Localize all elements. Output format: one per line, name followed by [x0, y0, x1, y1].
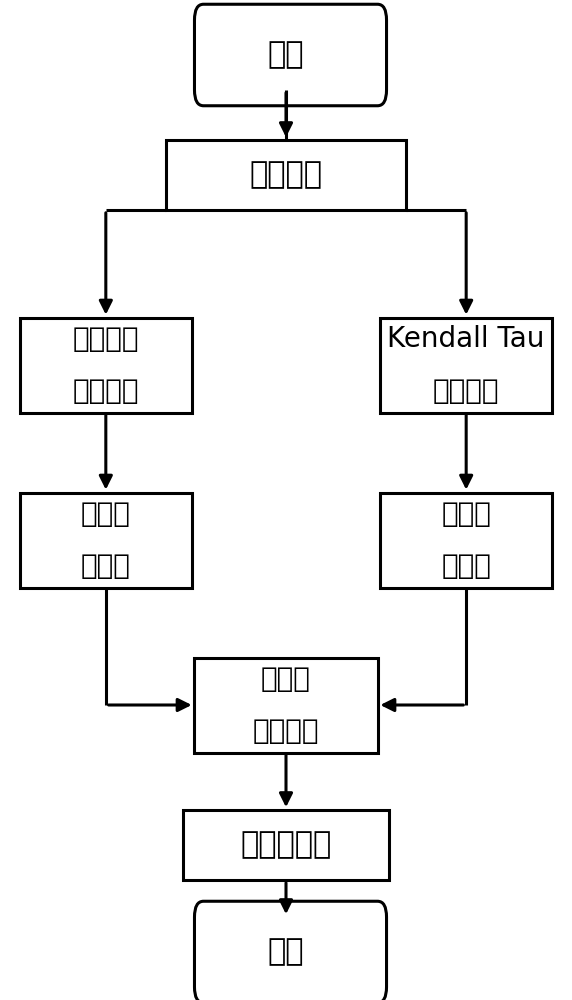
Bar — [20, 492, 192, 587]
Bar — [380, 318, 552, 412]
Bar — [183, 810, 389, 880]
Text: 相似性: 相似性 — [441, 552, 491, 580]
Text: 相似性: 相似性 — [261, 665, 311, 693]
Text: 距离度量: 距离度量 — [433, 377, 499, 405]
FancyBboxPatch shape — [194, 4, 387, 106]
Text: 矩阵融合: 矩阵融合 — [253, 717, 319, 745]
Bar — [166, 140, 406, 210]
Text: 一对一: 一对一 — [81, 500, 131, 528]
Bar — [194, 658, 378, 752]
Text: 欧几里得: 欧几里得 — [73, 325, 139, 353]
Text: 距离度量: 距离度量 — [73, 377, 139, 405]
Text: 一对多: 一对多 — [441, 500, 491, 528]
Text: 相似性: 相似性 — [81, 552, 131, 580]
Bar — [20, 318, 192, 412]
Text: Kendall Tau: Kendall Tau — [387, 325, 545, 353]
Text: 结束: 结束 — [268, 938, 304, 966]
Text: 数据样本: 数据样本 — [249, 160, 323, 190]
Bar — [380, 492, 552, 587]
FancyBboxPatch shape — [194, 901, 387, 1000]
Text: 谱聚类算法: 谱聚类算法 — [240, 830, 332, 859]
Text: 开始: 开始 — [268, 40, 304, 70]
